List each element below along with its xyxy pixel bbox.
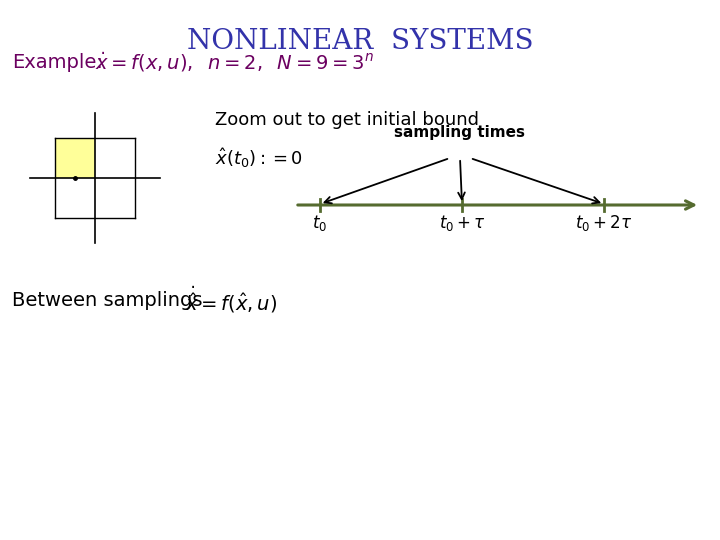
Text: Zoom out to get initial bound: Zoom out to get initial bound bbox=[215, 111, 479, 129]
Text: $t_0$: $t_0$ bbox=[312, 213, 328, 233]
Text: Between samplings: Between samplings bbox=[12, 291, 202, 309]
Text: Example:: Example: bbox=[12, 52, 103, 71]
Text: $\dot{x} = f(x,u),\;\; n=2,\;\; N=9=3^n$: $\dot{x} = f(x,u),\;\; n=2,\;\; N=9=3^n$ bbox=[95, 50, 374, 74]
Bar bbox=[55, 138, 95, 178]
Text: $t_0 + \tau$: $t_0 + \tau$ bbox=[438, 213, 485, 233]
Text: $\hat{x}(t_0) := 0$: $\hat{x}(t_0) := 0$ bbox=[215, 146, 303, 170]
Text: sampling times: sampling times bbox=[395, 125, 526, 140]
Text: $\dot{\hat{x}} = f(\hat{x}, u)$: $\dot{\hat{x}} = f(\hat{x}, u)$ bbox=[185, 285, 277, 315]
Text: NONLINEAR  SYSTEMS: NONLINEAR SYSTEMS bbox=[186, 28, 534, 55]
Text: $t_0 + 2\tau$: $t_0 + 2\tau$ bbox=[575, 213, 633, 233]
